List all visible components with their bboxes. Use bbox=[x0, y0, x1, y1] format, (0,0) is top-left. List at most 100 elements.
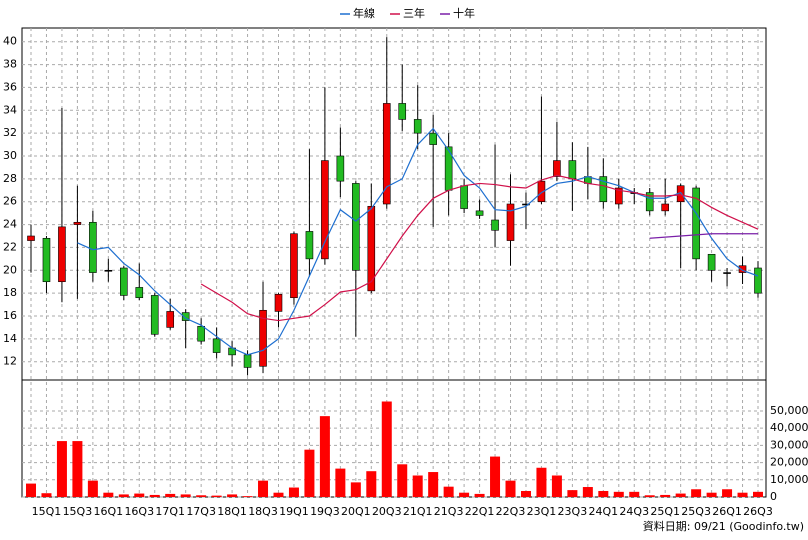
volume-bar bbox=[753, 491, 763, 497]
plot-frame bbox=[21, 27, 767, 498]
x-tick-label: 26Q3 bbox=[743, 505, 773, 518]
volume-bar bbox=[227, 494, 238, 497]
y-tick-label: 30 bbox=[3, 149, 17, 162]
candle-body bbox=[398, 103, 407, 120]
volume-bar bbox=[706, 492, 717, 497]
candle-body bbox=[352, 183, 360, 271]
volume-bar bbox=[505, 480, 516, 497]
volume-bar bbox=[211, 495, 222, 497]
volume-bar bbox=[567, 490, 578, 497]
candle-body bbox=[429, 132, 437, 145]
y-tick-label: 14 bbox=[3, 332, 17, 345]
volume-bar bbox=[722, 489, 733, 497]
candle-body bbox=[723, 272, 731, 274]
x-tick-label: 23Q1 bbox=[527, 505, 557, 518]
volume-bar bbox=[165, 493, 176, 497]
candle-body bbox=[305, 231, 314, 260]
volume-bar bbox=[582, 487, 593, 497]
candle-body bbox=[661, 203, 669, 212]
x-tick-label: 22Q1 bbox=[465, 505, 495, 518]
ma-line bbox=[649, 233, 758, 239]
candle-body bbox=[475, 210, 484, 216]
y-tick-label: 12 bbox=[3, 355, 17, 368]
y-tick-label: 16 bbox=[3, 309, 17, 322]
candle-body bbox=[58, 226, 66, 283]
candle-body bbox=[42, 237, 51, 283]
candle-body bbox=[212, 338, 221, 353]
candle-body bbox=[460, 185, 468, 209]
x-tick-label: 16Q1 bbox=[94, 505, 124, 518]
y-tick-label: 36 bbox=[3, 80, 17, 93]
ma-line bbox=[77, 127, 759, 356]
x-tick-label: 16Q3 bbox=[124, 505, 154, 518]
volume-bar bbox=[490, 456, 501, 497]
volume-bar bbox=[118, 494, 129, 497]
y-tick-label: 20 bbox=[3, 263, 17, 276]
x-tick-label: 22Q3 bbox=[496, 505, 526, 518]
candle-body bbox=[27, 235, 35, 241]
volume-tick-label: 50,000 bbox=[770, 404, 808, 417]
candle-body bbox=[506, 203, 515, 241]
candle-body bbox=[89, 221, 97, 273]
volume-bar bbox=[319, 416, 330, 497]
candle-body bbox=[537, 180, 546, 203]
candle-body bbox=[321, 160, 329, 260]
candle-body bbox=[553, 160, 561, 177]
volume-bar bbox=[258, 480, 269, 497]
volume-bar bbox=[520, 490, 531, 497]
volume-bar bbox=[443, 486, 454, 497]
y-tick-label: 28 bbox=[3, 172, 17, 185]
candle-body bbox=[135, 287, 144, 299]
x-tick-label: 20Q3 bbox=[372, 505, 402, 518]
candle-body bbox=[491, 219, 499, 231]
x-tick-label: 17Q3 bbox=[186, 505, 216, 518]
candle-body bbox=[290, 233, 298, 299]
volume-bar bbox=[613, 491, 624, 497]
volume-bar bbox=[180, 494, 191, 497]
candle-body bbox=[120, 267, 128, 296]
candle-body bbox=[367, 205, 376, 292]
volume-bar bbox=[288, 487, 299, 497]
volume-bar bbox=[397, 464, 408, 497]
x-tick-label: 15Q3 bbox=[63, 505, 93, 518]
candle-body bbox=[645, 192, 654, 212]
volume-bar bbox=[412, 475, 423, 497]
legend-label: 十年 bbox=[453, 6, 475, 20]
volume-bar bbox=[691, 489, 702, 497]
volume-bar bbox=[335, 468, 346, 497]
candle-body bbox=[382, 103, 391, 205]
volume-bar bbox=[675, 493, 686, 497]
volume-bar bbox=[134, 493, 145, 497]
y-tick-label: 32 bbox=[3, 126, 17, 139]
source-note: 資料日期: 09/21 (Goodinfo.tw) bbox=[643, 519, 804, 533]
candle-body bbox=[568, 160, 577, 180]
candle-body bbox=[166, 311, 175, 328]
candle-body bbox=[181, 312, 190, 321]
candle-body bbox=[73, 221, 82, 225]
y-tick-label: 22 bbox=[3, 240, 17, 253]
y-tick-label: 24 bbox=[3, 218, 17, 231]
volume-bar bbox=[87, 480, 98, 497]
candle-body bbox=[150, 295, 159, 335]
x-tick-label: 25Q3 bbox=[681, 505, 711, 518]
volume-bar bbox=[381, 401, 392, 497]
legend-label: 三年 bbox=[403, 6, 425, 20]
x-tick-label: 23Q3 bbox=[558, 505, 588, 518]
candle-body bbox=[243, 354, 252, 368]
volume-bar bbox=[304, 449, 315, 497]
y-tick-label: 34 bbox=[3, 103, 17, 116]
candle-body bbox=[522, 203, 530, 206]
x-tick-label: 19Q3 bbox=[310, 505, 340, 518]
volume-tick-label: 40,000 bbox=[770, 421, 808, 434]
volume-bar bbox=[242, 496, 253, 497]
x-tick-label: 25Q1 bbox=[650, 505, 680, 518]
x-tick-label: 21Q1 bbox=[403, 505, 433, 518]
x-tick-label: 17Q1 bbox=[155, 505, 185, 518]
volume-bar bbox=[350, 482, 361, 497]
volume-bar bbox=[273, 492, 284, 497]
volume-bar bbox=[56, 441, 67, 497]
candle-body bbox=[707, 253, 716, 271]
x-tick-label: 19Q1 bbox=[279, 505, 309, 518]
x-tick-label: 26Q1 bbox=[712, 505, 742, 518]
